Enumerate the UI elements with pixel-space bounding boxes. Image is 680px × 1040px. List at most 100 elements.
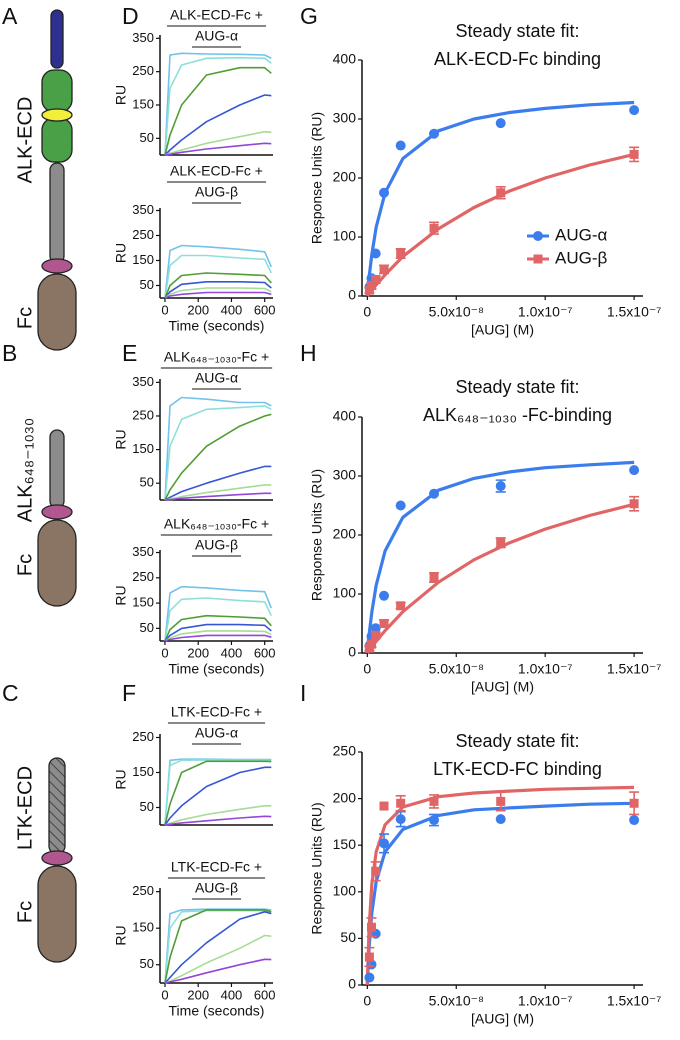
- y-tick-label: 100: [333, 228, 357, 244]
- x-axis-label: [AUG] (M): [471, 679, 534, 695]
- data-point: [379, 264, 389, 274]
- chart-title: Steady state fit:: [455, 731, 579, 751]
- y-tick-label: 0: [348, 287, 356, 303]
- data-point: [364, 285, 374, 295]
- y-tick-label: 300: [333, 110, 357, 126]
- sensorgram-line: [164, 630, 272, 642]
- y-tick-label: 50: [140, 277, 154, 292]
- data-point: [370, 623, 381, 634]
- y-tick-label: 100: [333, 585, 357, 601]
- x-tick-label: 200: [187, 987, 209, 1002]
- x-tick-label: 0: [161, 302, 168, 317]
- data-point: [379, 838, 390, 849]
- diagram-label: ALK₆₄₈₋₁₀₃₀: [14, 418, 36, 522]
- chart-title: AUG-β: [195, 880, 238, 896]
- data-point: [396, 601, 406, 611]
- x-tick-label: 1.0x10⁻⁷: [518, 304, 573, 320]
- data-point: [366, 639, 376, 649]
- y-tick-label: 400: [333, 408, 357, 424]
- chart-title: ALK-ECD-Fc +: [170, 163, 263, 179]
- data-point: [371, 866, 381, 876]
- data-point: [629, 798, 639, 808]
- sensorgram-line: [164, 413, 272, 501]
- x-tick-label: 0: [363, 661, 371, 677]
- chart-title: AUG-α: [195, 725, 238, 741]
- data-point: [371, 630, 381, 640]
- data-point: [496, 188, 506, 198]
- sensorgram-line: [164, 623, 272, 642]
- y-axis-label: RU: [113, 85, 129, 105]
- x-tick-label: 200: [187, 302, 209, 317]
- data-point: [379, 801, 389, 811]
- panel-label: B: [2, 340, 17, 366]
- data-point: [629, 105, 640, 116]
- sensorgram-line: [164, 94, 272, 156]
- fit-line: [365, 100, 635, 297]
- data-point: [496, 538, 506, 548]
- y-tick-label: 150: [132, 595, 154, 610]
- y-tick-label: 250: [333, 743, 357, 759]
- sensorgram-line: [164, 287, 272, 299]
- y-tick-label: 50: [340, 929, 356, 945]
- data-point: [429, 223, 439, 233]
- data-point: [366, 280, 376, 290]
- y-axis-label: RU: [113, 585, 129, 605]
- y-tick-label: 350: [132, 30, 154, 45]
- panel-label: I: [300, 680, 306, 706]
- sensorgram-line: [164, 142, 272, 156]
- data-point: [495, 118, 506, 129]
- chart-title: Steady state fit:: [455, 377, 579, 397]
- data-point: [429, 488, 440, 499]
- chart-title: ALK₆₄₈₋₁₀₃₀-Fc +: [164, 516, 269, 532]
- panel-label: D: [122, 3, 139, 29]
- x-tick-label: 1.5x10⁻⁷: [607, 304, 662, 320]
- chart-title: AUG-β: [195, 537, 238, 553]
- fit-line: [366, 502, 635, 654]
- data-point: [379, 187, 390, 198]
- data-point: [495, 814, 506, 825]
- data-point: [379, 619, 389, 628]
- sensorgram-line: [164, 815, 272, 826]
- y-tick-label: 250: [132, 407, 154, 422]
- sensorgram-line: [164, 52, 272, 156]
- x-axis-label: [AUG] (M): [471, 322, 534, 338]
- x-tick-label: 400: [221, 987, 243, 1002]
- sensorgram-line: [164, 908, 272, 984]
- y-tick-label: 250: [132, 569, 154, 584]
- y-tick-label: 150: [132, 441, 154, 456]
- diagram-label: Fc: [14, 307, 36, 329]
- chart-title: AUG-α: [195, 28, 238, 44]
- data-point: [629, 149, 639, 159]
- x-tick-label: 600: [254, 645, 276, 660]
- sensorgram-line: [164, 405, 272, 501]
- legend-marker: [533, 254, 543, 264]
- sensorgram-line: [164, 585, 273, 642]
- data-point: [370, 248, 381, 259]
- panel-label: C: [2, 680, 19, 706]
- diagram-label: LTK-ECD: [14, 766, 36, 850]
- y-tick-label: 350: [132, 202, 154, 217]
- data-point: [429, 815, 440, 826]
- y-tick-label: 250: [132, 883, 154, 898]
- x-tick-label: 1.0x10⁻⁷: [518, 993, 573, 1009]
- sensorgram-line: [164, 272, 272, 299]
- y-axis-label: RU: [113, 429, 129, 449]
- y-tick-label: 300: [333, 467, 357, 483]
- y-tick-label: 350: [132, 544, 154, 559]
- y-tick-label: 250: [132, 63, 154, 78]
- x-tick-label: 0: [363, 304, 371, 320]
- x-tick-label: 5.0x10⁻⁸: [429, 993, 484, 1009]
- panel-label: F: [122, 680, 136, 706]
- data-point: [396, 249, 406, 259]
- x-tick-label: 600: [254, 987, 276, 1002]
- diagram-label: ALK-ECD: [14, 97, 36, 184]
- x-tick-label: 400: [221, 645, 243, 660]
- y-tick-label: 400: [333, 51, 357, 67]
- sensorgram-line: [164, 634, 272, 642]
- sensorgram-line: [164, 759, 272, 826]
- data-point: [366, 922, 376, 932]
- sensorgram-line: [164, 244, 273, 299]
- sensorgram-line: [164, 291, 272, 299]
- data-point: [364, 972, 375, 983]
- data-point: [429, 796, 439, 806]
